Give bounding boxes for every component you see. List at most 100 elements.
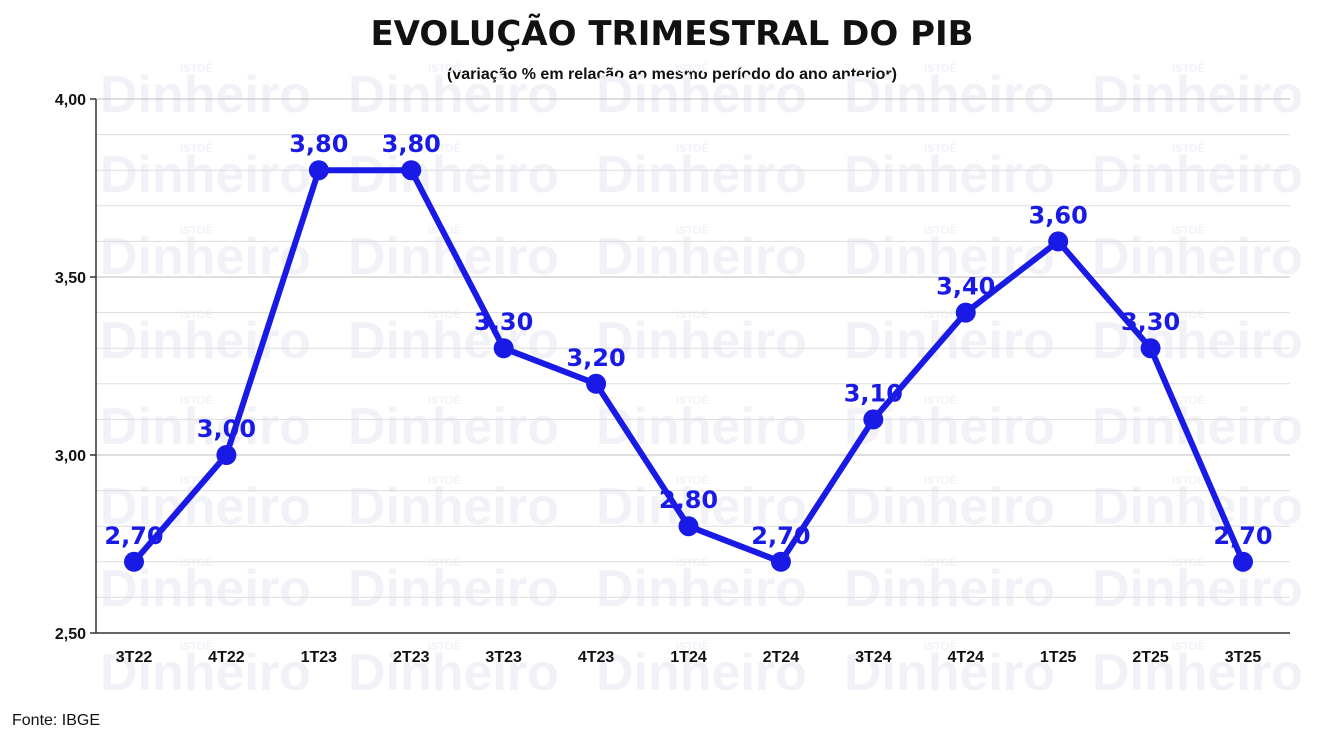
watermark-text: Dinheiro — [348, 66, 559, 124]
watermark-small-text: ISTOÉ — [428, 62, 461, 75]
watermark-text: Dinheiro — [348, 644, 559, 702]
watermark-small-text: ISTOÉ — [924, 394, 957, 407]
watermark-small-text: ISTOÉ — [180, 62, 213, 75]
watermark-small-text: ISTOÉ — [676, 556, 709, 569]
data-label: 3,40 — [936, 273, 995, 301]
watermark-small-text: ISTOÉ — [676, 62, 709, 75]
watermark-small-text: ISTOÉ — [924, 556, 957, 569]
watermark-text: Dinheiro — [596, 560, 807, 618]
data-point — [308, 160, 329, 181]
x-tick-label: 3T22 — [116, 649, 153, 666]
watermark-text: Dinheiro — [348, 398, 559, 456]
x-tick-label: 1T25 — [1040, 649, 1077, 666]
chart-subtitle: (variação % em relação ao mesmo período … — [447, 66, 897, 83]
watermark-text: Dinheiro — [596, 66, 807, 124]
watermark-small-text: ISTOÉ — [180, 394, 213, 407]
x-tick-label: 3T24 — [855, 649, 892, 666]
data-label: 2,70 — [751, 522, 810, 550]
watermark-text: Dinheiro — [844, 228, 1055, 286]
x-tick-label: 2T25 — [1132, 649, 1169, 666]
watermark-text: Dinheiro — [844, 560, 1055, 618]
data-label: 3,60 — [1029, 201, 1088, 229]
watermark-small-text: ISTOÉ — [1172, 556, 1205, 569]
watermark-small-text: ISTOÉ — [1172, 308, 1205, 321]
watermark-small-text: ISTOÉ — [676, 224, 709, 237]
watermark-text: Dinheiro — [1092, 398, 1303, 456]
data-label: 3,30 — [474, 308, 533, 336]
watermark-small-text: ISTOÉ — [428, 474, 461, 487]
x-tick-label: 4T24 — [948, 649, 985, 666]
x-tick-label: 1T23 — [301, 649, 338, 666]
data-point — [1140, 338, 1161, 359]
watermark-small-text: ISTOÉ — [1172, 62, 1205, 75]
watermark-text: Dinheiro — [596, 398, 807, 456]
watermark-text: Dinheiro — [100, 146, 311, 204]
labels-layer: 2,70 3,00 3,80 3,80 3,30 3,20 2,80 2,70 3,10 3,40… — [104, 130, 1272, 550]
watermark-small-text: ISTOÉ — [1172, 474, 1205, 487]
x-tick-label: 3T23 — [485, 649, 522, 666]
watermark-text: Dinheiro — [100, 312, 311, 370]
watermark-small-text: ISTOÉ — [1172, 224, 1205, 237]
chart-title: EVOLUÇÃO TRIMESTRAL DO PIB — [370, 14, 974, 54]
watermark-text: Dinheiro — [100, 644, 311, 702]
watermark-small-text: ISTOÉ — [428, 308, 461, 321]
watermark-text: Dinheiro — [1092, 146, 1303, 204]
watermark-text: Dinheiro — [1092, 644, 1303, 702]
watermark-small-text: ISTOÉ — [1172, 394, 1205, 407]
watermark-text: Dinheiro — [348, 560, 559, 618]
source-note: Fonte: IBGE — [12, 712, 101, 729]
watermark-small-text: ISTOÉ — [428, 142, 461, 155]
data-label: 3,20 — [566, 344, 625, 372]
watermark-text: Dinheiro — [1092, 228, 1303, 286]
watermark-text: Dinheiro — [100, 66, 311, 124]
watermark-text: Dinheiro — [844, 312, 1055, 370]
watermark-text: Dinheiro — [596, 146, 807, 204]
data-point — [770, 551, 791, 572]
axes-layer: 2,50 3,00 3,50 4,00 3T22 4T22 1T23 2T23 3T23 4T23… — [55, 92, 1290, 666]
data-label: 2,70 — [104, 522, 163, 550]
watermark-small-text: ISTOÉ — [180, 640, 213, 653]
series-layer — [124, 160, 1253, 572]
watermark-small-text: ISTOÉ — [180, 142, 213, 155]
data-label: 3,80 — [382, 130, 441, 158]
data-label: 2,80 — [659, 486, 718, 514]
watermark-small-text: ISTOÉ — [180, 556, 213, 569]
watermark-small-text: ISTOÉ — [428, 640, 461, 653]
watermark-small-text: ISTOÉ — [676, 640, 709, 653]
watermark-text: Dinheiro — [1092, 560, 1303, 618]
watermark-small-text: ISTOÉ — [924, 308, 957, 321]
watermark-small-text: ISTOÉ — [180, 308, 213, 321]
watermark-small-text: ISTOÉ — [924, 62, 957, 75]
watermark-small-text: ISTOÉ — [428, 556, 461, 569]
x-tick-label: 4T22 — [208, 649, 245, 666]
y-tick-label: 3,00 — [55, 448, 86, 465]
data-label: 3,10 — [844, 379, 903, 407]
watermark-text: Dinheiro — [348, 312, 559, 370]
watermark-small-text: ISTOÉ — [924, 224, 957, 237]
y-tick-label: 2,50 — [55, 626, 86, 643]
data-point — [124, 551, 144, 572]
x-tick-label: 4T23 — [578, 649, 615, 666]
watermark-text: Dinheiro — [596, 644, 807, 702]
watermark-text: Dinheiro — [348, 146, 559, 204]
watermark-small-text: ISTOÉ — [1172, 640, 1205, 653]
watermark-text: Dinheiro — [844, 146, 1055, 204]
watermark-text: Dinheiro — [100, 228, 311, 286]
watermark-small-text: ISTOÉ — [924, 474, 957, 487]
x-tick-label: 2T24 — [763, 649, 800, 666]
watermark-text: Dinheiro — [1092, 66, 1303, 124]
data-point — [863, 409, 884, 430]
y-tick-label: 3,50 — [55, 270, 86, 287]
data-label: 3,80 — [289, 130, 348, 158]
data-point — [216, 445, 237, 465]
x-tick-label: 2T23 — [393, 649, 430, 666]
watermark-text: Dinheiro — [100, 398, 311, 456]
data-point — [1048, 231, 1069, 252]
watermark-small-text: ISTOÉ — [180, 224, 213, 237]
watermark-small-text: ISTOÉ — [676, 142, 709, 155]
data-point — [586, 373, 607, 394]
data-point — [955, 302, 976, 323]
watermark-small-text: ISTOÉ — [676, 394, 709, 407]
